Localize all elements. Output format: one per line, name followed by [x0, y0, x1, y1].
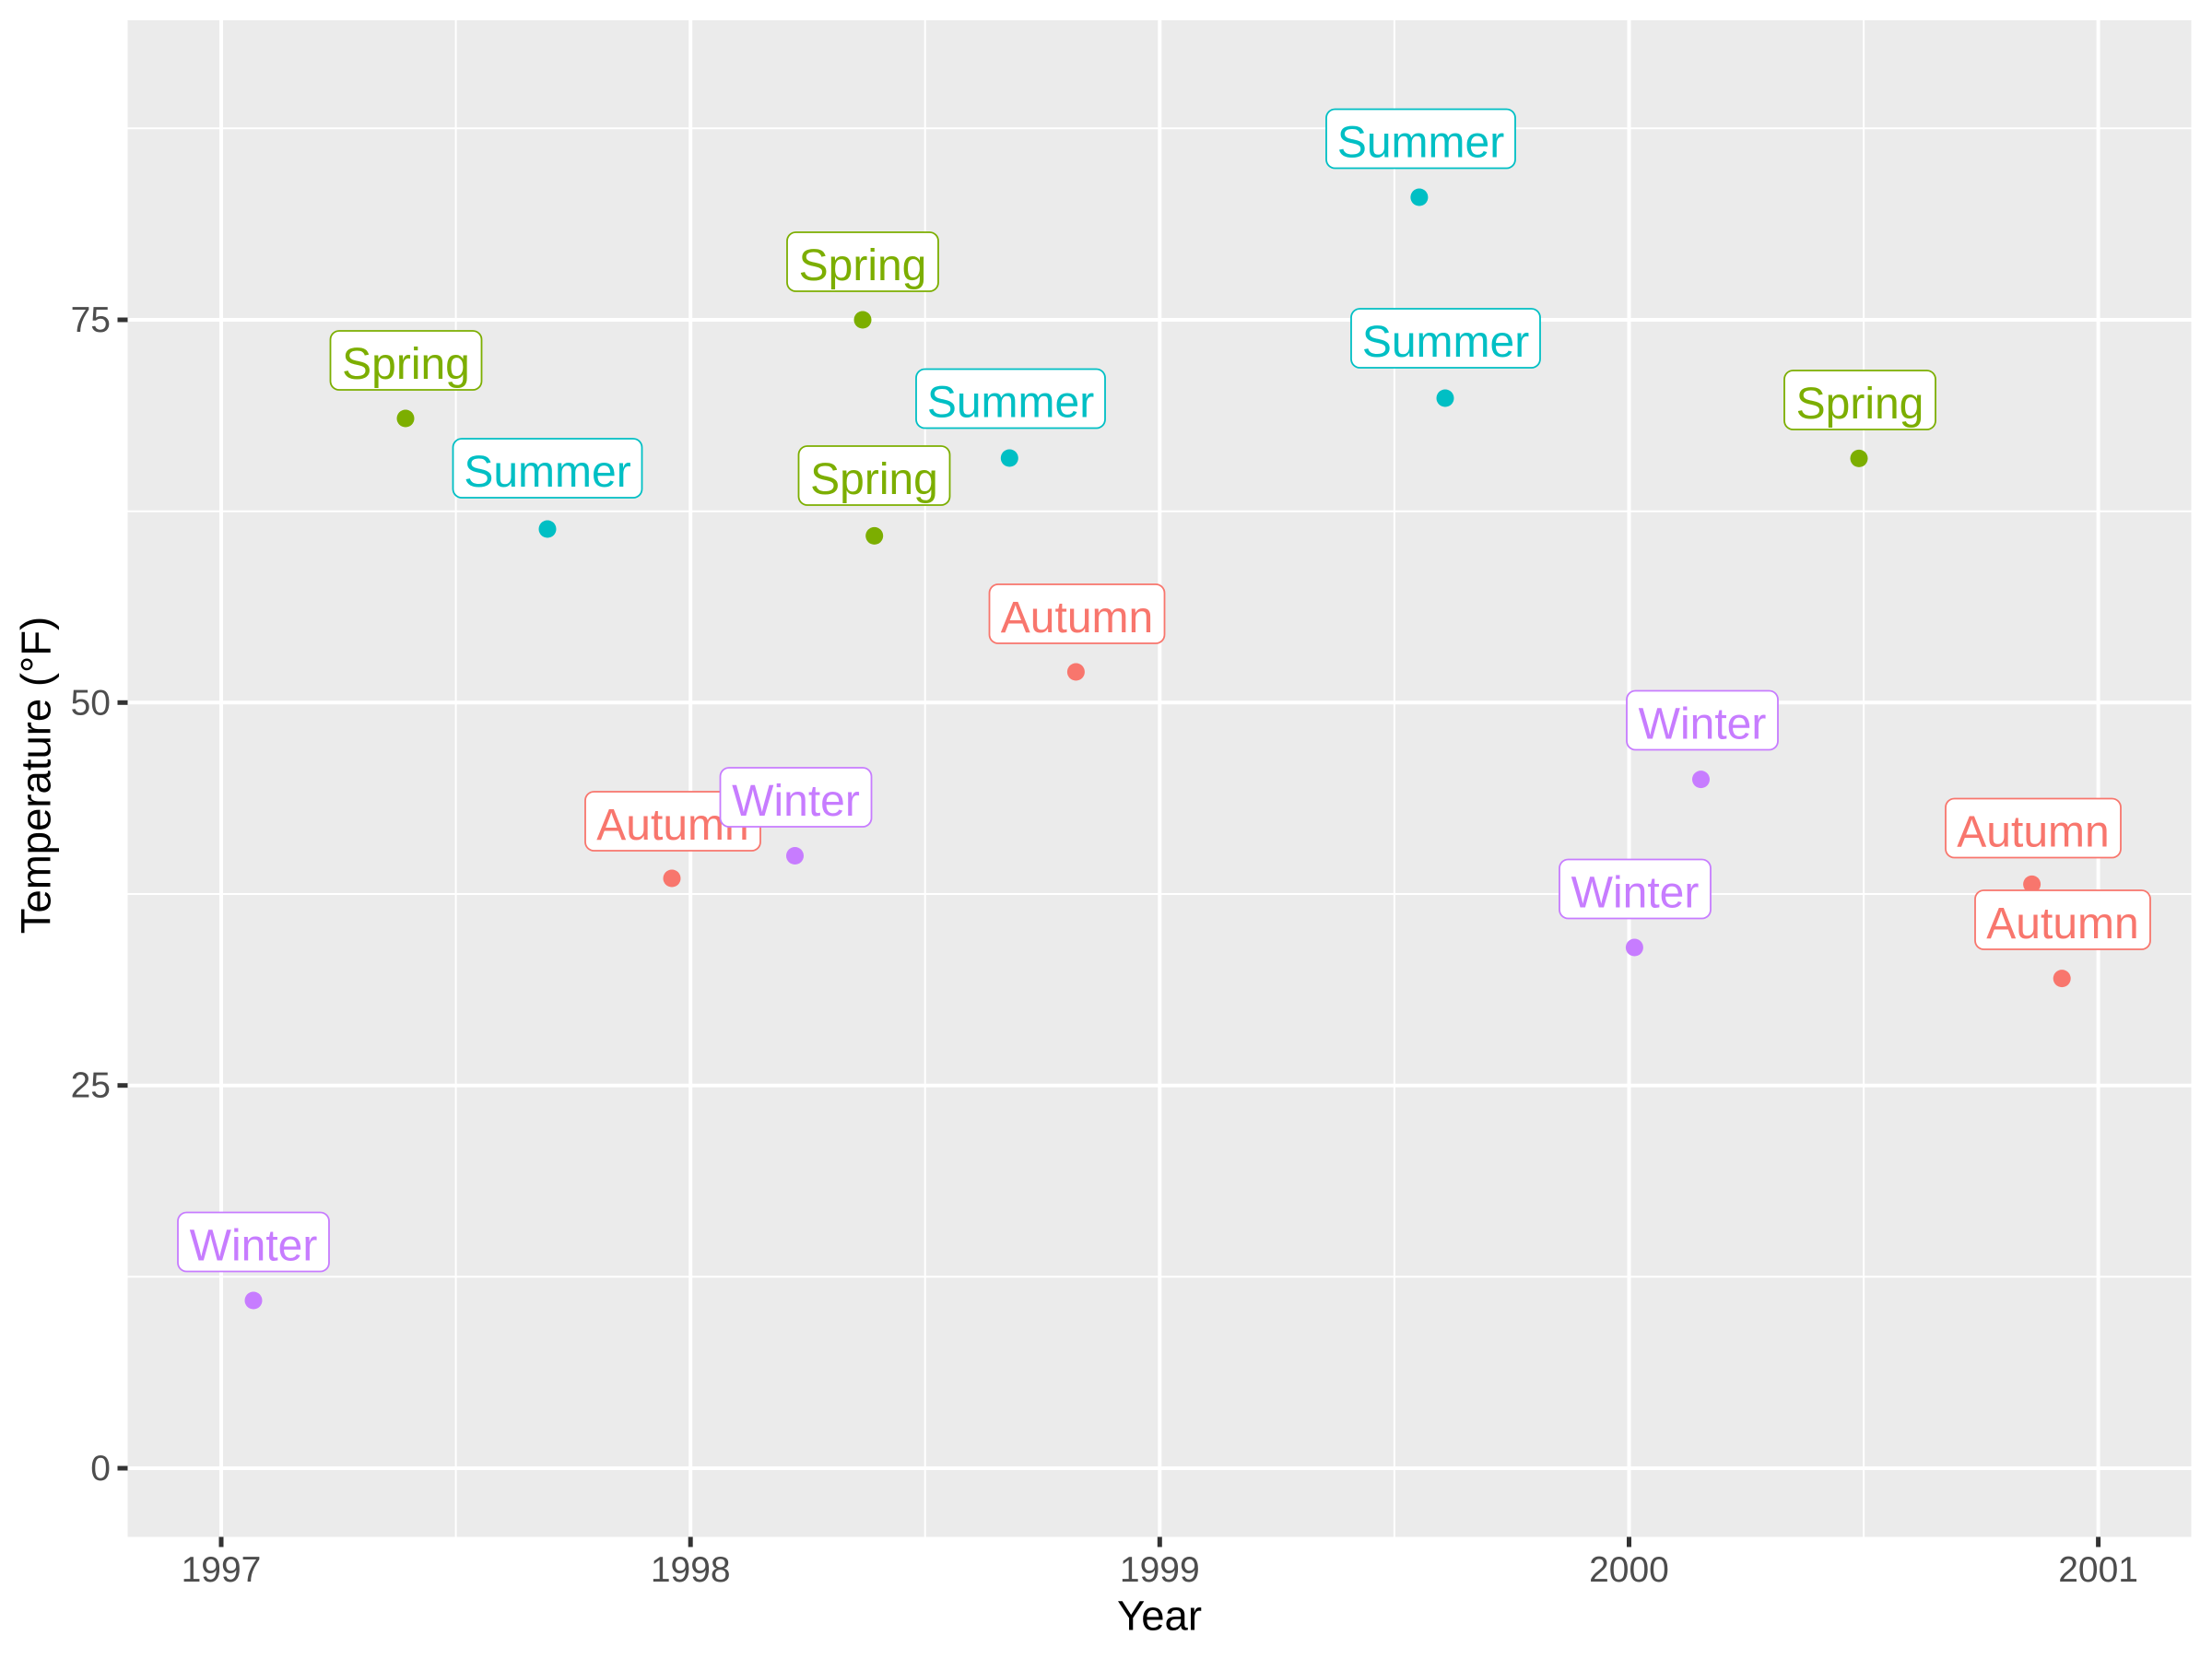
svg-text:Winter: Winter	[1639, 700, 1767, 749]
svg-text:Winter: Winter	[732, 777, 860, 826]
svg-text:Autumn: Autumn	[1986, 900, 2138, 948]
svg-text:Spring: Spring	[1796, 380, 1924, 429]
svg-text:2001: 2001	[2058, 1550, 2138, 1590]
svg-text:Year: Year	[1117, 1593, 1202, 1640]
svg-text:Spring: Spring	[799, 241, 927, 290]
svg-text:Summer: Summer	[927, 379, 1094, 428]
svg-text:50: 50	[71, 683, 111, 723]
svg-text:25: 25	[71, 1066, 111, 1106]
svg-text:Summer: Summer	[1337, 119, 1504, 168]
svg-text:Spring: Spring	[810, 455, 938, 504]
svg-text:Temperature (°F): Temperature (°F)	[13, 617, 60, 934]
svg-text:1997: 1997	[182, 1550, 262, 1590]
svg-text:1999: 1999	[1120, 1550, 1200, 1590]
svg-text:Autumn: Autumn	[1001, 594, 1153, 642]
svg-text:Winter: Winter	[190, 1222, 318, 1271]
svg-text:Spring: Spring	[342, 340, 470, 389]
svg-text:0: 0	[90, 1449, 111, 1488]
svg-text:Summer: Summer	[1362, 318, 1529, 367]
svg-text:Summer: Summer	[464, 448, 630, 497]
svg-text:2000: 2000	[1589, 1550, 1669, 1590]
svg-text:Winter: Winter	[1571, 869, 1700, 918]
svg-text:Autumn: Autumn	[1957, 808, 2109, 857]
svg-text:1998: 1998	[651, 1550, 731, 1590]
svg-text:75: 75	[71, 300, 111, 340]
